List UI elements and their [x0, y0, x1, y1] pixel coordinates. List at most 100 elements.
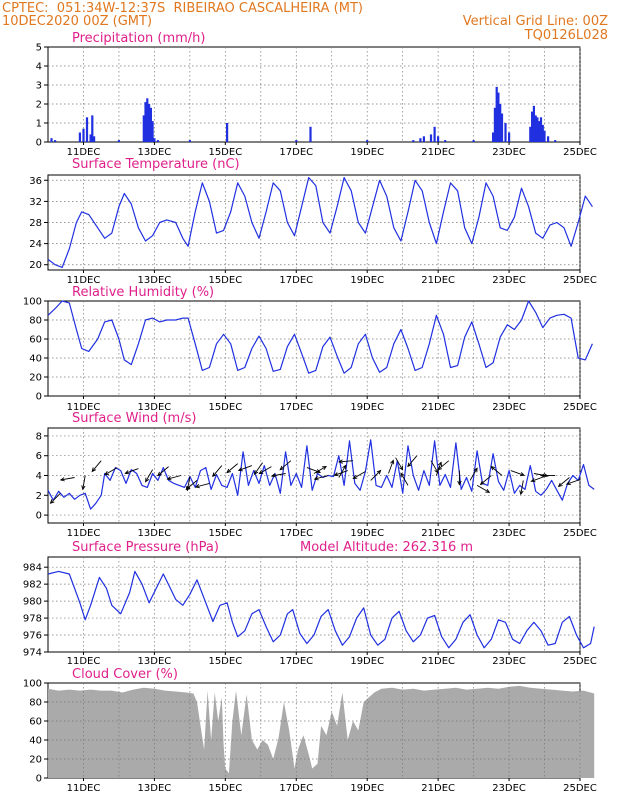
panel6-xtick-label: 19DEC [350, 783, 384, 794]
panel5-xtick-label: 15DEC [208, 656, 242, 667]
wind-vector [212, 465, 223, 477]
wind-vector-head [333, 472, 339, 477]
precip-bar [495, 86, 498, 142]
panel4-ytick-label: 4 [36, 471, 42, 482]
wind-vector [480, 475, 492, 485]
wind-vector [167, 475, 182, 480]
wind-vector [370, 470, 381, 481]
wind-vector [430, 460, 439, 474]
wind-vector [157, 466, 169, 476]
panel4-ytick-label: 2 [36, 491, 42, 502]
wind-vector [279, 460, 292, 471]
wind-vector [476, 485, 490, 493]
wind-vector-head [485, 488, 491, 493]
panel3-title: Relative Humidity (%) [72, 285, 214, 300]
wind-vector-head [194, 484, 200, 489]
wind-vector-head [316, 469, 322, 474]
precip-bar [149, 107, 152, 142]
panel6-xtick-label: 15DEC [208, 783, 242, 794]
panel4-ytick-label: 8 [36, 431, 42, 442]
header-grid-note: Vertical Grid Line: 00Z [462, 14, 608, 29]
precip-bar [82, 128, 85, 142]
wind-vector-head [104, 471, 110, 476]
wind-vector [314, 475, 329, 480]
panel2-xtick-label: 13DEC [138, 275, 172, 286]
wind-vector [195, 482, 210, 488]
panel1-frame [47, 46, 581, 143]
precip-bar [531, 111, 534, 142]
wind-vector [531, 476, 545, 482]
panel6-ytick-label: 0 [36, 774, 42, 785]
precip-bar [156, 140, 159, 142]
panel1-title: Precipitation (mm/h) [72, 31, 205, 46]
panel1-xtick-label: 25DEC [563, 147, 597, 158]
wind-vector-head [565, 481, 571, 486]
precip-bar [536, 117, 539, 142]
panel6-xtick-label: 17DEC [279, 783, 313, 794]
panel4-xtick-label: 21DEC [421, 528, 455, 539]
wind-vector-head [519, 490, 524, 496]
wind-vector-head [390, 459, 395, 465]
wind-vector [125, 468, 139, 474]
precip-bar [429, 134, 433, 142]
wind-vector-head [490, 465, 496, 471]
wind-vector-head [212, 472, 217, 478]
precip-bar [93, 136, 96, 142]
wind-vector [334, 470, 348, 476]
precip-bar [153, 138, 156, 142]
panel5-ytick-label: 984 [23, 563, 42, 574]
precip-bar [444, 140, 447, 142]
wind-vector-head [473, 467, 478, 473]
wind-vector-head [479, 480, 485, 486]
panel1-xtick-label: 19DEC [350, 147, 384, 158]
panel5-ytick-label: 974 [23, 648, 42, 659]
precip-bar [472, 140, 475, 142]
panel2-ytick-label: 24 [29, 239, 42, 250]
precip-bar [146, 98, 149, 142]
precip-bar [419, 138, 422, 142]
precip-bar [50, 138, 53, 142]
wind-vector-head [157, 471, 162, 477]
wind-vector-head [338, 459, 343, 464]
wind-vector [558, 477, 570, 487]
precip-bar [534, 115, 537, 142]
wind-vector-head [322, 465, 327, 471]
panel6-xtick-label: 23DEC [492, 783, 526, 794]
panel1-ytick-label: 2 [36, 100, 42, 111]
wind-vector-head [399, 465, 404, 471]
precip-bar [309, 126, 312, 142]
panel1-ytick-label: 4 [36, 62, 42, 73]
precip-bar [151, 121, 154, 142]
panel5-xtick-label: 13DEC [138, 656, 172, 667]
wind-vector [226, 463, 238, 473]
wind-vector [145, 469, 153, 482]
panel1-ytick-label: 0 [36, 138, 42, 149]
wind-vector [60, 477, 75, 481]
panel4-xtick-label: 25DEC [563, 528, 597, 539]
panel4-xtick-label: 15DEC [208, 528, 242, 539]
wind-vector [238, 465, 253, 471]
precip-bar [499, 104, 502, 142]
precip-bar [538, 121, 541, 142]
panel3-xtick-label: 21DEC [421, 402, 455, 413]
panel2-ytick-label: 32 [29, 197, 42, 208]
header-model-code: TQ0126L028 [524, 28, 608, 43]
precip-bar [422, 136, 425, 142]
wind-vector-head [81, 485, 86, 491]
panel3-ytick-label: 0 [36, 392, 42, 403]
wind-vector-head [279, 465, 285, 471]
wind-vector-head [253, 470, 259, 475]
panel1-xtick-label: 15DEC [208, 147, 242, 158]
panel4-series-line [47, 439, 595, 510]
precip-bar [500, 113, 504, 142]
panel5-frame [47, 556, 581, 653]
wind-vector-head [407, 462, 412, 468]
wind-vector-head [557, 482, 563, 488]
panel6-xtick-label: 21DEC [421, 783, 455, 794]
precip-bar [78, 132, 81, 142]
precip-bar [539, 117, 543, 142]
wind-vector [388, 460, 394, 474]
precip-bar [188, 140, 191, 142]
panel4-xtick-label: 17DEC [279, 528, 313, 539]
